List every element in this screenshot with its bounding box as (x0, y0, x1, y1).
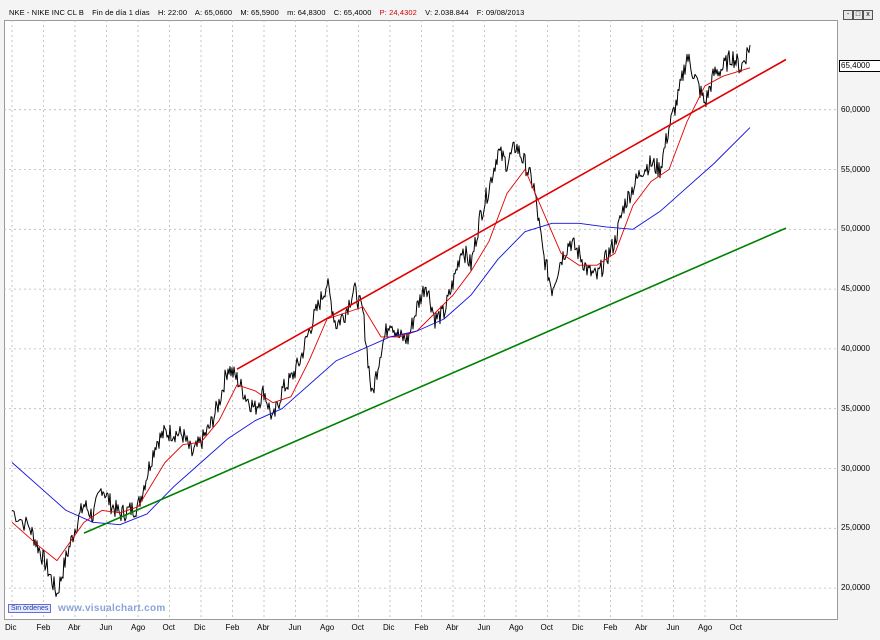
maximize-icon[interactable]: □ (853, 10, 863, 20)
symbol-label: NKE - NIKE INC CL B (9, 8, 84, 17)
x-tick-label: Dic (383, 623, 395, 632)
x-tick-label: Abr (257, 623, 270, 632)
x-tick-label: Feb (414, 623, 429, 632)
y-tick-label: 60,0000 (841, 104, 870, 114)
period-label: Fin de día 1 días (92, 8, 150, 17)
low-label: m: 64,8300 (287, 8, 326, 17)
minimize-icon[interactable]: - (843, 10, 853, 20)
high-label: M: 65,5900 (240, 8, 279, 17)
x-tick-label: Ago (131, 623, 146, 632)
watermark: www.visualchart.com (58, 603, 166, 614)
chart-header: NKE - NIKE INC CL B Fin de día 1 días H:… (9, 8, 530, 17)
x-tick-label: Ago (320, 623, 335, 632)
long-moving-average-line (11, 127, 751, 526)
y-tick-label: 25,0000 (841, 523, 870, 533)
y-tick-label: 35,0000 (841, 403, 870, 413)
last-price-label: 65,4000 (839, 60, 880, 72)
date-label: F: 09/08/2013 (476, 8, 525, 17)
x-tick-label: Dic (5, 623, 17, 632)
x-tick-label: Jun (99, 623, 113, 632)
hour-label: H: 22:00 (157, 8, 188, 17)
x-tick-label: Ago (509, 623, 524, 632)
support-trendline (83, 227, 787, 534)
x-tick-label: Abr (446, 623, 459, 632)
x-tick-label: Oct (540, 623, 553, 632)
x-tick-label: Abr (68, 623, 81, 632)
sin-ordenes-button[interactable]: Sin órdenes (8, 604, 52, 613)
x-tick-label: Ago (698, 623, 713, 632)
y-tick-label: 50,0000 (841, 224, 870, 234)
x-tick-label: Oct (351, 623, 364, 632)
y-tick-label: 20,0000 (841, 583, 870, 593)
x-tick-label: Abr (635, 623, 648, 632)
x-tick-label: Oct (729, 623, 742, 632)
y-tick-label: 40,0000 (841, 343, 870, 353)
y-tick-label: 45,0000 (841, 284, 870, 294)
x-tick-label: Jun (666, 623, 680, 632)
plot-area[interactable] (4, 20, 838, 620)
volume-label: V: 2.038.844 (425, 8, 469, 17)
x-tick-label: Feb (603, 623, 618, 632)
x-tick-label: Oct (162, 623, 175, 632)
y-tick-label: 55,0000 (841, 164, 870, 174)
resistance-trendline (236, 58, 787, 370)
x-tick-label: Jun (288, 623, 302, 632)
x-tick-label: Dic (194, 623, 206, 632)
price-line (11, 45, 751, 597)
x-tick-label: Feb (36, 623, 51, 632)
open-label: A: 65,0600 (194, 8, 233, 17)
change-label: P: 24,4302 (379, 8, 417, 17)
x-tick-label: Dic (572, 623, 584, 632)
close-icon[interactable]: x (863, 10, 873, 20)
y-tick-label: 30,0000 (841, 463, 870, 473)
x-tick-label: Jun (477, 623, 491, 632)
close-label: C: 65,4000 (333, 8, 372, 17)
x-tick-label: Feb (225, 623, 240, 632)
